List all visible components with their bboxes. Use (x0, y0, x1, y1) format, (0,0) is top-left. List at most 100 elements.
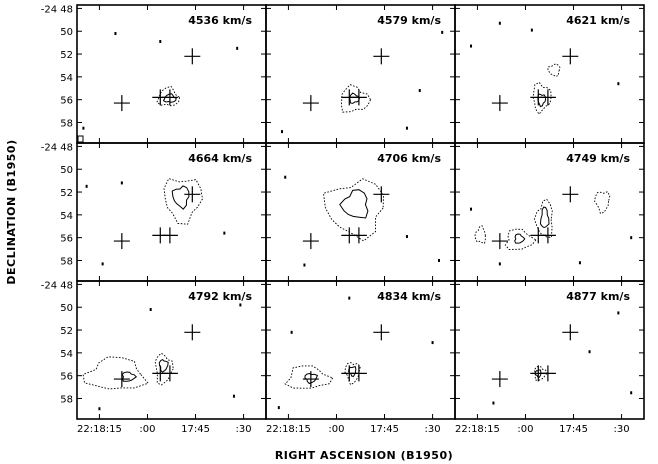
solid-contour (537, 93, 547, 108)
dotted-contour (156, 85, 181, 107)
solid-contour (514, 233, 526, 244)
solid-contour (162, 93, 177, 103)
ra-tick-label: :30 (425, 424, 441, 435)
dec-tick-label: 50 (60, 165, 73, 176)
dotted-contour (154, 352, 174, 386)
channel-panel-4621: 4621 km/s (454, 4, 645, 144)
dec-tick-label: 50 (60, 303, 73, 314)
noise-speck (85, 184, 88, 188)
ra-tick-label: 17:45 (559, 424, 588, 435)
dotted-contour (323, 178, 384, 242)
solid-contour (121, 371, 138, 382)
noise-speck (418, 89, 421, 93)
dec-tick-label: 58 (60, 256, 73, 267)
noise-speck (277, 406, 280, 410)
velocity-label: 4749 km/s (566, 152, 630, 165)
noise-speck (82, 126, 85, 130)
x-axis-label: RIGHT ASCENSION (B1950) (275, 449, 453, 462)
dec-tick-label: 52 (60, 326, 73, 337)
noise-speck (437, 258, 440, 262)
dotted-contour (547, 63, 561, 78)
dotted-contour (340, 84, 372, 113)
panel-frame (454, 280, 645, 420)
noise-speck (149, 308, 152, 312)
ra-tick-label: 17:45 (370, 424, 399, 435)
channel-panel-4536: 4536 km/s -24 48 50 52 54 56 58 (41, 4, 267, 144)
noise-speck (405, 235, 408, 239)
solid-contour (339, 189, 369, 219)
noise-speck (470, 44, 473, 48)
ra-tick-label: 17:45 (181, 424, 210, 435)
noise-speck (617, 82, 620, 86)
noise-speck (470, 207, 473, 211)
channel-panel-4579: 4579 km/s (265, 4, 456, 144)
dec-tick-label: 52 (60, 50, 73, 61)
noise-speck (348, 296, 351, 300)
velocity-label: 4579 km/s (377, 14, 441, 27)
dotted-contour (284, 365, 334, 389)
panel-grid: 4536 km/s -24 48 50 52 54 56 58 4579 km/s 4621 k… (41, 4, 645, 435)
noise-speck (303, 263, 306, 267)
noise-speck (236, 46, 239, 50)
noise-speck (498, 262, 501, 266)
dotted-contour (474, 225, 486, 244)
dec-tick-label: 54 (60, 349, 73, 360)
velocity-label: 4877 km/s (566, 290, 630, 303)
channel-panel-4877: 4877 km/s 22:18:15:00 17:45:30 (454, 280, 645, 435)
noise-speck (588, 350, 591, 354)
dotted-contour (533, 365, 548, 381)
noise-speck (101, 262, 104, 266)
noise-speck (431, 341, 434, 345)
noise-speck (120, 181, 123, 185)
dec-tick-label: 54 (60, 73, 73, 84)
noise-speck (239, 303, 242, 307)
dec-tick-label: 58 (60, 118, 73, 129)
solid-contour (158, 358, 169, 373)
dotted-contour (504, 228, 537, 250)
velocity-label: 4536 km/s (188, 14, 252, 27)
noise-speck (290, 330, 293, 334)
velocity-label: 4834 km/s (377, 290, 441, 303)
dec-tick-label: -24 48 (41, 4, 73, 15)
channel-panel-4792: 4792 km/s -24 48 50 52 54 56 58 22:18:15:00 17:4… (41, 280, 267, 435)
dotted-contour (82, 356, 149, 390)
noise-speck (114, 32, 117, 36)
channel-panel-4749: 4749 km/s (454, 142, 645, 282)
noise-speck (630, 236, 633, 240)
noise-speck (159, 39, 162, 43)
velocity-label: 4792 km/s (188, 290, 252, 303)
noise-speck (284, 175, 287, 179)
beam-marker (77, 135, 84, 143)
noise-speck (530, 28, 533, 32)
dec-tick-label: -24 48 (41, 142, 73, 153)
velocity-label: 4706 km/s (377, 152, 441, 165)
channel-panel-4706: 4706 km/s (265, 142, 456, 282)
noise-speck (630, 391, 633, 395)
ra-tick-label: :30 (614, 424, 630, 435)
ra-tick-label: :00 (328, 424, 344, 435)
ra-tick-label: :00 (139, 424, 155, 435)
y-axis-label: DECLINATION (B1950) (5, 139, 18, 284)
dec-tick-label: 56 (60, 96, 73, 107)
ra-tick-label: 22:18:15 (77, 424, 122, 435)
noise-speck (492, 401, 495, 405)
noise-speck (98, 407, 101, 411)
noise-speck (405, 126, 408, 130)
noise-speck (281, 130, 284, 134)
dec-tick-label: 56 (60, 372, 73, 383)
velocity-label: 4621 km/s (566, 14, 630, 27)
solid-contour (304, 372, 319, 385)
noise-speck (232, 394, 235, 398)
channel-panel-4664: 4664 km/s -24 48 50 52 54 56 58 (41, 142, 267, 282)
solid-contour (539, 206, 550, 229)
dec-tick-label: 56 (60, 234, 73, 245)
ra-tick-label: :30 (236, 424, 252, 435)
dec-tick-label: -24 48 (41, 280, 73, 291)
solid-contour (347, 365, 357, 378)
dec-tick-label: 52 (60, 188, 73, 199)
dec-tick-label: 50 (60, 27, 73, 38)
noise-speck (223, 231, 226, 235)
solid-contour (171, 185, 190, 210)
noise-speck (498, 21, 501, 25)
